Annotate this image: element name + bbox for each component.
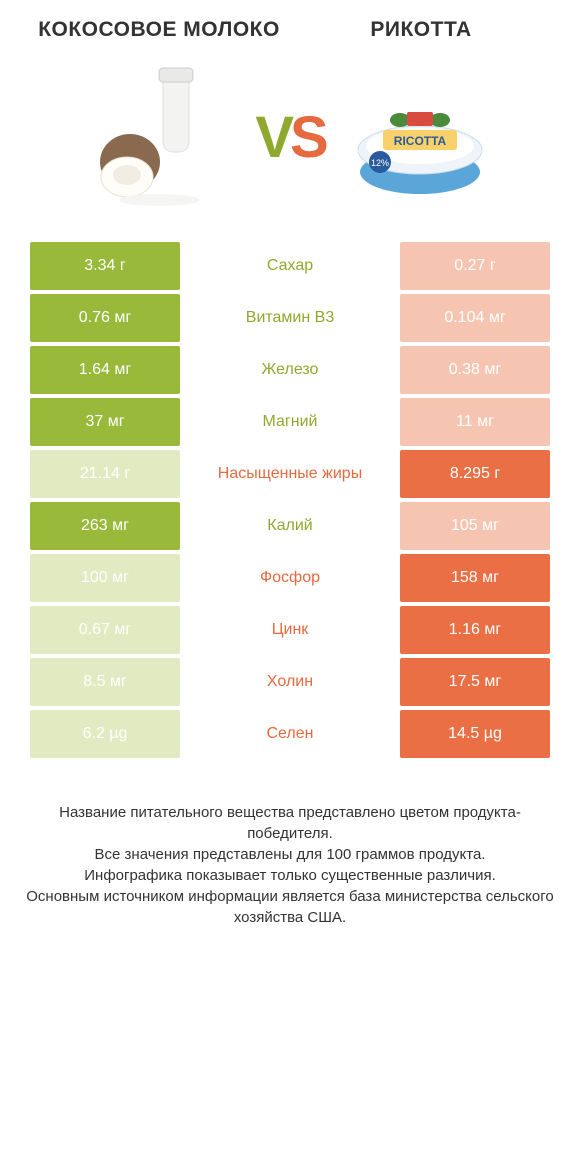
- vs-v: V: [255, 105, 290, 170]
- footer-line: Все значения представлены для 100 граммо…: [26, 844, 554, 865]
- left-value: 0.76 мг: [30, 294, 180, 342]
- right-product-title: РИКОТТА: [290, 18, 552, 42]
- images-row: VS RICOTTA 12%: [0, 42, 580, 242]
- right-value: 1.16 мг: [400, 606, 550, 654]
- left-value: 3.34 г: [30, 242, 180, 290]
- left-product-image: [85, 62, 235, 212]
- table-row: 1.64 мгЖелезо0.38 мг: [30, 346, 550, 394]
- nutrient-label: Железо: [180, 346, 400, 394]
- table-row: 100 мгФосфор158 мг: [30, 554, 550, 602]
- svg-text:RICOTTA: RICOTTA: [393, 134, 446, 148]
- left-value: 1.64 мг: [30, 346, 180, 394]
- right-value: 0.104 мг: [400, 294, 550, 342]
- left-value: 21.14 г: [30, 450, 180, 498]
- nutrient-label: Насыщенные жиры: [180, 450, 400, 498]
- vs-label: VS: [255, 104, 324, 171]
- right-value: 17.5 мг: [400, 658, 550, 706]
- table-row: 6.2 µgСелен14.5 µg: [30, 710, 550, 758]
- table-row: 0.76 мгВитамин B30.104 мг: [30, 294, 550, 342]
- table-row: 0.67 мгЦинк1.16 мг: [30, 606, 550, 654]
- left-value: 0.67 мг: [30, 606, 180, 654]
- nutrition-table: 3.34 гСахар0.27 г0.76 мгВитамин B30.104 …: [0, 242, 580, 758]
- right-value: 105 мг: [400, 502, 550, 550]
- nutrient-label: Магний: [180, 398, 400, 446]
- right-value: 0.27 г: [400, 242, 550, 290]
- table-row: 21.14 гНасыщенные жиры8.295 г: [30, 450, 550, 498]
- table-row: 263 мгКалий105 мг: [30, 502, 550, 550]
- right-value: 0.38 мг: [400, 346, 550, 394]
- footer-line: Инфографика показывает только существенн…: [26, 865, 554, 886]
- footer-line: Основным источником информации является …: [26, 886, 554, 928]
- left-value: 8.5 мг: [30, 658, 180, 706]
- left-value: 37 мг: [30, 398, 180, 446]
- vs-s: S: [290, 105, 325, 170]
- right-value: 11 мг: [400, 398, 550, 446]
- right-product-image: RICOTTA 12%: [345, 62, 495, 212]
- nutrient-label: Холин: [180, 658, 400, 706]
- nutrient-label: Селен: [180, 710, 400, 758]
- nutrient-label: Сахар: [180, 242, 400, 290]
- left-value: 100 мг: [30, 554, 180, 602]
- header: КОКОСОВОЕ МОЛОКО РИКОТТА: [0, 0, 580, 42]
- right-value: 8.295 г: [400, 450, 550, 498]
- left-product-title: КОКОСОВОЕ МОЛОКО: [28, 18, 290, 42]
- table-row: 8.5 мгХолин17.5 мг: [30, 658, 550, 706]
- table-row: 37 мгМагний11 мг: [30, 398, 550, 446]
- nutrient-label: Фосфор: [180, 554, 400, 602]
- table-row: 3.34 гСахар0.27 г: [30, 242, 550, 290]
- left-value: 263 мг: [30, 502, 180, 550]
- nutrient-label: Витамин B3: [180, 294, 400, 342]
- svg-text:12%: 12%: [371, 158, 389, 168]
- nutrient-label: Цинк: [180, 606, 400, 654]
- nutrient-label: Калий: [180, 502, 400, 550]
- ricotta-icon: RICOTTA 12%: [345, 62, 495, 212]
- footer-line: Название питательного вещества представл…: [26, 802, 554, 844]
- right-value: 14.5 µg: [400, 710, 550, 758]
- left-value: 6.2 µg: [30, 710, 180, 758]
- footer: Название питательного вещества представл…: [0, 762, 580, 928]
- coconut-icon: [85, 62, 235, 212]
- right-value: 158 мг: [400, 554, 550, 602]
